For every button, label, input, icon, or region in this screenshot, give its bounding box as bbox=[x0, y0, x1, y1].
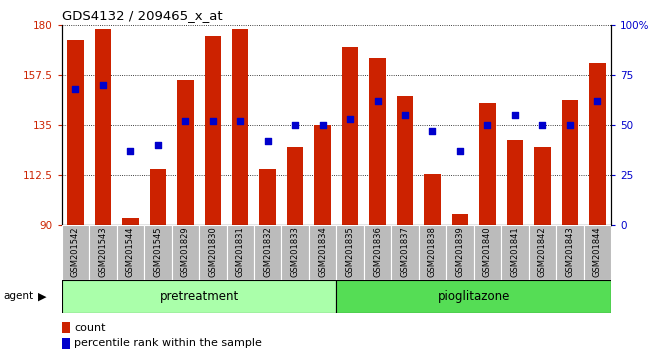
Bar bbox=[259, 169, 276, 225]
Text: GSM201834: GSM201834 bbox=[318, 227, 327, 277]
Text: GSM201544: GSM201544 bbox=[126, 227, 135, 277]
Point bbox=[455, 148, 465, 154]
Bar bbox=[337, 225, 364, 280]
Point bbox=[235, 118, 246, 124]
Text: agent: agent bbox=[3, 291, 33, 301]
Bar bbox=[501, 225, 528, 280]
Text: percentile rank within the sample: percentile rank within the sample bbox=[74, 338, 262, 348]
Text: GDS4132 / 209465_x_at: GDS4132 / 209465_x_at bbox=[62, 9, 222, 22]
Bar bbox=[254, 225, 281, 280]
Bar bbox=[479, 103, 496, 225]
Text: GSM201829: GSM201829 bbox=[181, 227, 190, 277]
Point bbox=[290, 122, 300, 128]
Text: GSM201838: GSM201838 bbox=[428, 227, 437, 277]
Bar bbox=[419, 225, 446, 280]
Text: GSM201841: GSM201841 bbox=[510, 227, 519, 277]
Bar bbox=[227, 225, 254, 280]
Bar bbox=[309, 225, 337, 280]
Text: ▶: ▶ bbox=[38, 291, 46, 301]
Bar bbox=[95, 29, 111, 225]
Bar bbox=[556, 225, 584, 280]
Bar bbox=[424, 174, 441, 225]
Point bbox=[565, 122, 575, 128]
Text: GSM201843: GSM201843 bbox=[566, 227, 575, 277]
Bar bbox=[562, 100, 578, 225]
Point bbox=[125, 148, 136, 154]
Point bbox=[537, 122, 547, 128]
Point bbox=[592, 98, 603, 104]
Point bbox=[153, 142, 163, 148]
Bar bbox=[584, 225, 611, 280]
Text: count: count bbox=[74, 322, 106, 332]
Text: GSM201844: GSM201844 bbox=[593, 227, 602, 277]
Text: GSM201545: GSM201545 bbox=[153, 227, 162, 277]
Text: GSM201840: GSM201840 bbox=[483, 227, 492, 277]
Bar bbox=[62, 225, 89, 280]
Point bbox=[180, 118, 190, 124]
Bar bbox=[446, 225, 474, 280]
Bar bbox=[506, 140, 523, 225]
Bar bbox=[199, 225, 227, 280]
Point bbox=[372, 98, 383, 104]
Point bbox=[400, 112, 410, 118]
Bar bbox=[62, 338, 70, 349]
Text: GSM201833: GSM201833 bbox=[291, 227, 300, 277]
Text: GSM201835: GSM201835 bbox=[346, 227, 355, 277]
Text: pretreatment: pretreatment bbox=[159, 290, 239, 303]
Bar bbox=[369, 58, 386, 225]
Text: GSM201830: GSM201830 bbox=[208, 227, 217, 277]
Bar bbox=[315, 125, 331, 225]
Text: GSM201831: GSM201831 bbox=[236, 227, 245, 277]
Bar bbox=[534, 147, 551, 225]
Point bbox=[70, 86, 81, 92]
Bar bbox=[62, 322, 70, 333]
Point bbox=[345, 116, 356, 122]
Point bbox=[317, 122, 328, 128]
Bar bbox=[205, 36, 221, 225]
Bar bbox=[396, 96, 413, 225]
Bar bbox=[62, 280, 337, 313]
Bar bbox=[342, 47, 358, 225]
Point bbox=[427, 128, 437, 133]
Bar bbox=[89, 225, 117, 280]
Bar bbox=[589, 63, 606, 225]
Point bbox=[207, 118, 218, 124]
Text: GSM201542: GSM201542 bbox=[71, 227, 80, 277]
Bar bbox=[122, 218, 138, 225]
Bar bbox=[177, 80, 194, 225]
Text: GSM201842: GSM201842 bbox=[538, 227, 547, 277]
Bar bbox=[172, 225, 199, 280]
Bar bbox=[67, 40, 84, 225]
Point bbox=[510, 112, 520, 118]
Bar bbox=[117, 225, 144, 280]
Point bbox=[263, 138, 273, 144]
Text: GSM201837: GSM201837 bbox=[400, 227, 410, 277]
Bar bbox=[232, 29, 248, 225]
Bar bbox=[287, 147, 304, 225]
Text: GSM201543: GSM201543 bbox=[98, 227, 107, 277]
Bar bbox=[337, 280, 611, 313]
Text: pioglitazone: pioglitazone bbox=[437, 290, 510, 303]
Bar bbox=[281, 225, 309, 280]
Bar bbox=[144, 225, 172, 280]
Bar bbox=[391, 225, 419, 280]
Bar bbox=[528, 225, 556, 280]
Bar bbox=[474, 225, 501, 280]
Point bbox=[482, 122, 493, 128]
Text: GSM201836: GSM201836 bbox=[373, 227, 382, 277]
Text: GSM201839: GSM201839 bbox=[456, 227, 465, 277]
Bar bbox=[150, 169, 166, 225]
Bar bbox=[452, 214, 468, 225]
Text: GSM201832: GSM201832 bbox=[263, 227, 272, 277]
Bar bbox=[364, 225, 391, 280]
Point bbox=[98, 82, 108, 88]
